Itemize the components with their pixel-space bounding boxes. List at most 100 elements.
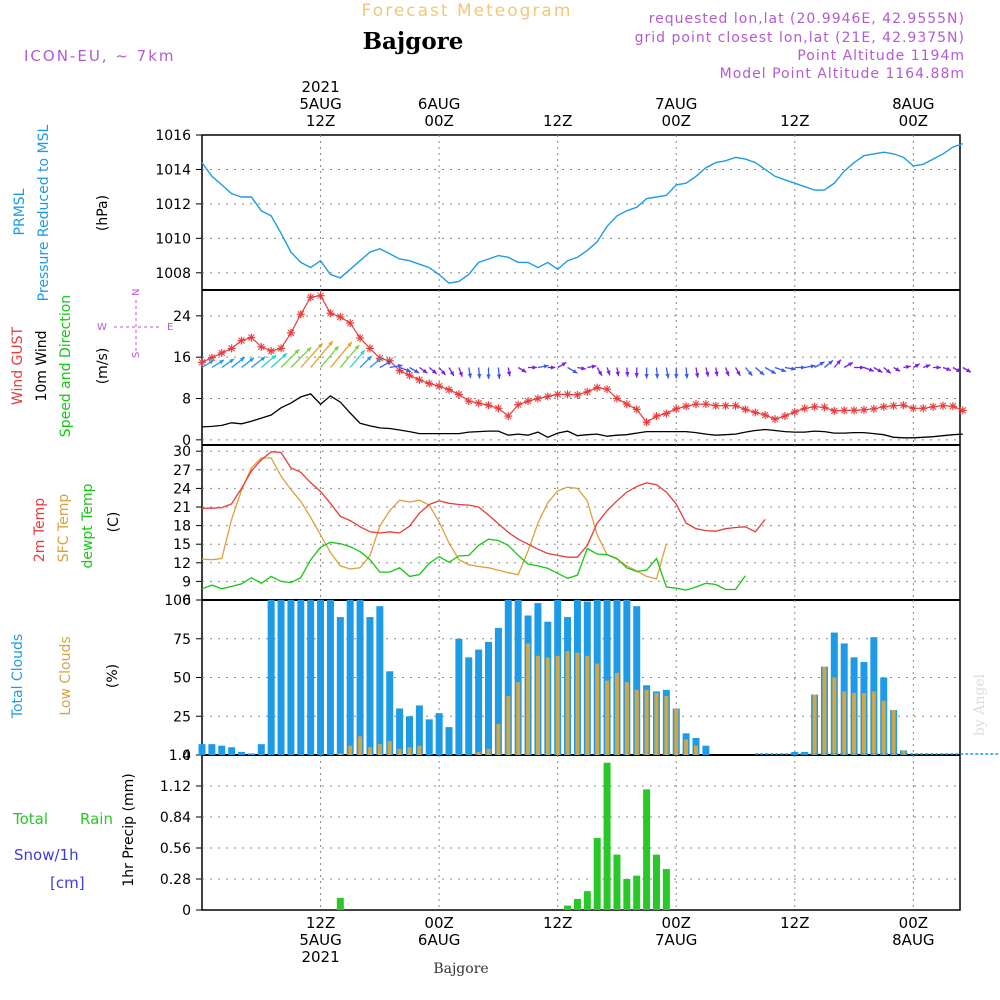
wind-arrow (310, 340, 334, 368)
gust-marker (780, 412, 789, 421)
wind-arrow (854, 365, 865, 370)
time-label-top: 7AUG (655, 95, 697, 113)
total-cloud-bar (455, 638, 463, 755)
low-cloud-bar (861, 693, 866, 755)
time-label-bottom: 6AUG (418, 931, 460, 949)
y-tick-label: 1008 (155, 266, 191, 282)
compass-e: E (167, 322, 173, 333)
total-cloud-bar (277, 600, 285, 755)
model-label: ICON-EU, ~ 7km (24, 47, 176, 65)
total-cloud-bar (326, 600, 334, 755)
low-cloud-bar (486, 748, 491, 755)
total-cloud-bar (702, 745, 710, 755)
gust-marker (346, 319, 355, 328)
rain-bar (336, 897, 344, 910)
y-tick-label: 1010 (155, 231, 191, 247)
y-tick-label: 1012 (155, 197, 191, 213)
wind-arrow (409, 366, 420, 374)
low-cloud-bar (891, 710, 896, 755)
wind-arrow (962, 366, 972, 373)
wind-arrow (290, 346, 312, 368)
gust-marker (761, 411, 770, 420)
gust-marker (632, 405, 641, 414)
wind-arrow (744, 367, 753, 377)
wind-arrow (467, 367, 472, 379)
total-cloud-bar (465, 657, 473, 755)
wind-arrow (665, 367, 670, 379)
gust-marker (306, 293, 315, 302)
time-label-bottom: 8AUG (892, 931, 934, 949)
gust-marker (514, 400, 523, 409)
low-cloud-bar (397, 748, 402, 755)
wind-series (198, 291, 972, 439)
total-cloud-bar (396, 708, 404, 755)
low-cloud-bar (644, 689, 649, 755)
time-label-top: 00Z (424, 112, 453, 130)
wind-compass: W E N S (97, 289, 173, 358)
wind-label-unit: (m/s) (95, 348, 111, 385)
wind-arrow (625, 367, 630, 377)
gust-marker (504, 412, 513, 421)
rain-bar (603, 762, 611, 910)
time-label-top: 12Z (306, 112, 335, 130)
gust-marker (879, 402, 888, 411)
wind-arrow (547, 365, 556, 370)
y-tick-label: 8 (182, 392, 191, 408)
precip-legend-snow: Snow/1h (14, 846, 79, 864)
gust-marker (771, 415, 780, 424)
wind-arrow (496, 367, 502, 379)
rain-bar (643, 789, 651, 910)
gust-marker (445, 385, 453, 394)
low-cloud-bar (535, 655, 540, 755)
gust-marker (553, 390, 562, 399)
wind-arrow (557, 361, 567, 369)
low-cloud-bar (565, 651, 570, 755)
gust-marker (741, 405, 750, 414)
low-cloud-bar (496, 724, 501, 755)
wind-arrow (577, 366, 586, 371)
wind-label-speed: Speed and Direction (58, 295, 74, 437)
total-cloud-bar (257, 744, 265, 755)
gust-marker (316, 291, 325, 300)
pressure-line (201, 142, 964, 284)
wind-arrow (764, 366, 777, 375)
gust-marker (929, 402, 938, 411)
y-tick-label: 27 (173, 463, 191, 479)
wind-arrow (418, 366, 428, 374)
time-label-top: 12Z (780, 112, 809, 130)
low-cloud-bar (634, 689, 639, 755)
gust-marker (464, 397, 473, 406)
wind-arrow (339, 344, 360, 368)
precip-bars (336, 762, 670, 910)
wind-arrow (824, 359, 834, 368)
precip-legend: Total Rain Snow/1h [cm] 1hr Precip (mm) (12, 773, 137, 892)
gust-marker (612, 394, 621, 403)
total-cloud-bar (475, 649, 483, 755)
gust-marker (583, 387, 592, 396)
gust-marker (405, 371, 414, 380)
precip-legend-rain: Rain (80, 810, 113, 828)
gust-marker (840, 406, 849, 415)
gust-marker (573, 390, 582, 399)
wind-arrow (596, 367, 603, 377)
gust-marker (642, 418, 651, 427)
wind-arrow (654, 367, 660, 379)
gust-marker (869, 404, 878, 413)
y-tick-label: 21 (173, 500, 191, 516)
gust-marker (494, 404, 503, 413)
low-cloud-bar (624, 682, 629, 755)
low-cloud-bar (367, 747, 372, 755)
y-tick-label: 75 (173, 632, 191, 648)
wind-arrow (399, 366, 412, 373)
low-cloud-bar (575, 652, 580, 755)
y-tick-label: 24 (173, 481, 191, 497)
top-title: Forecast Meteogram (362, 1, 573, 21)
time-label-bottom: 00Z (899, 914, 928, 932)
rain-bar (652, 854, 660, 910)
gust-marker (267, 346, 276, 355)
info-point-altitude: Point Altitude 1194m (797, 48, 965, 64)
gust-marker (435, 382, 444, 391)
sfc-temp-line (201, 457, 668, 580)
wind-arrow (893, 366, 901, 372)
